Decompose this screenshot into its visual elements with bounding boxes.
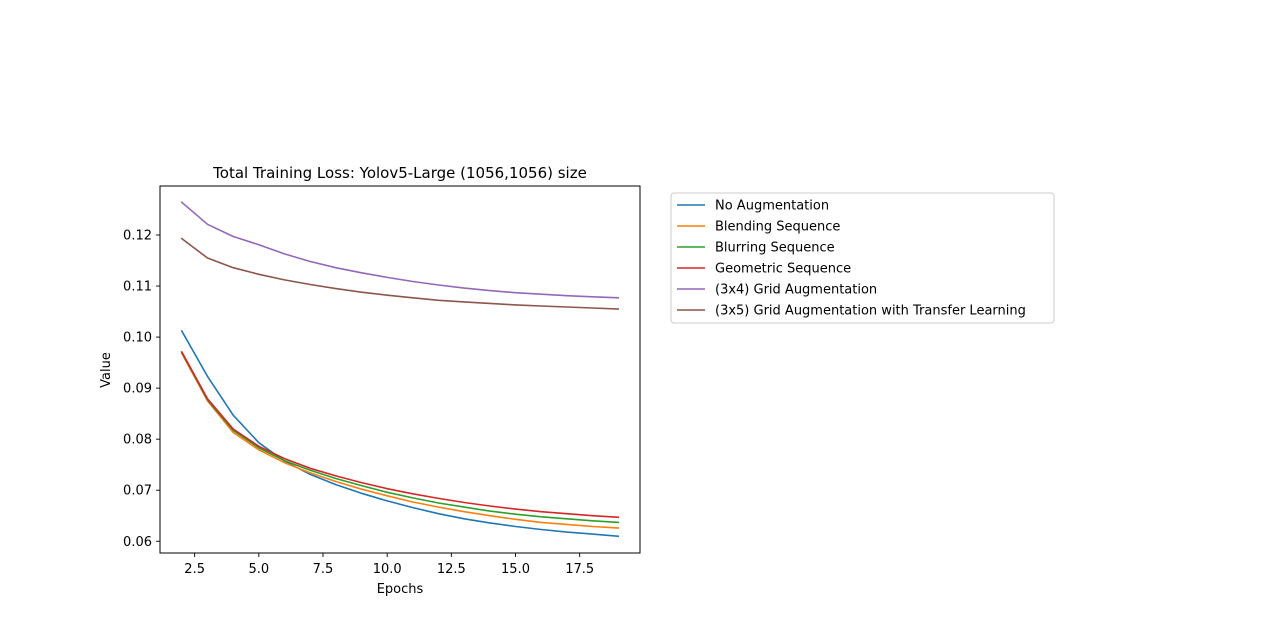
x-tick-label: 2.5 [184,562,205,577]
legend-label-3: Blurring Sequence [715,241,835,256]
x-tick-label: 12.5 [437,562,466,577]
legend-label-4: Geometric Sequence [715,262,851,277]
y-axis-label: Value [99,352,114,388]
x-tick-label: 17.5 [565,562,594,577]
legend-label-5: (3x4) Grid Augmentation [715,283,877,298]
series-line-3 [180,351,620,524]
series-line-4 [180,350,620,519]
legend-label-1: No Augmentation [715,199,829,214]
y-tick-label: 0.06 [123,535,152,550]
x-tick-label: 15.0 [501,562,530,577]
y-tick-label: 0.07 [123,484,152,499]
legend-box [670,192,1055,324]
x-tick-label: 7.5 [313,562,334,577]
chart-title: Total Training Loss: Yolov5-Large (1056,… [212,164,587,182]
legend-label-6: (3x5) Grid Augmentation with Transfer Le… [715,304,1026,319]
legend-label-2: Blending Sequence [715,220,840,235]
series-lines [180,201,620,538]
series-line-5 [180,201,620,299]
y-tick-label: 0.10 [123,331,152,346]
series-line-1 [180,329,620,538]
plot-area [159,185,641,554]
x-tick-label: 5.0 [248,562,269,577]
x-tick-label: 10.0 [373,562,402,577]
legend: No Augmentation Blending Sequence Blurring… [670,192,1055,324]
series-line-6 [180,237,620,310]
x-axis-label: Epochs [377,582,424,597]
y-tick-label: 0.12 [123,229,152,244]
y-tick-label: 0.09 [123,382,152,397]
x-axis-ticks: 2.5 5.0 7.5 10.0 12.5 15.0 17.5 [184,553,594,577]
series-line-2 [180,352,620,529]
y-axis-ticks: 0.06 0.07 0.08 0.09 0.10 0.11 0.12 [123,229,160,550]
plot-frame [159,185,641,554]
y-tick-label: 0.08 [123,433,152,448]
y-tick-label: 0.11 [123,280,152,295]
